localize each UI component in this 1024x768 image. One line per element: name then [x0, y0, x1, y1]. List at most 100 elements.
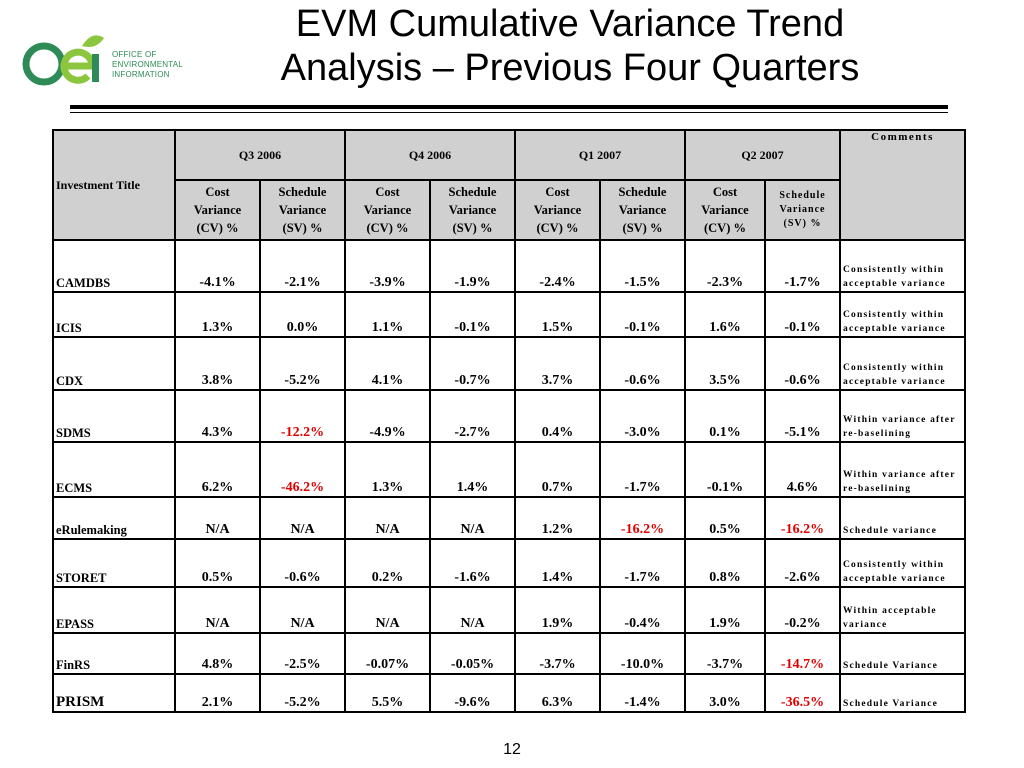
table-row: PRISM 2.1% -5.2% 5.5% -9.6% 6.3% -1.4% 3…: [52, 673, 966, 713]
comment-cell: Consistently within acceptable variance: [839, 538, 966, 588]
variance-cell: N/A: [429, 586, 516, 634]
variance-cell: N/A: [344, 496, 431, 540]
table-row: ICIS 1.3% 0.0% 1.1% -0.1% 1.5% -0.1% 1.6…: [52, 291, 966, 338]
comments-header: Comments: [839, 129, 966, 241]
variance-cell: -16.2%: [599, 496, 686, 540]
slide-title: EVM Cumulative Variance Trend Analysis –…: [200, 2, 940, 90]
variance-cell: -2.3%: [684, 239, 766, 293]
table-row: EPASS N/A N/A N/A N/A 1.9% -0.4% 1.9% -0…: [52, 586, 966, 634]
variance-cell: 4.3%: [174, 389, 261, 443]
table-row: SDMS 4.3% -12.2% -4.9% -2.7% 0.4% -3.0% …: [52, 389, 966, 443]
variance-cell: 1.5%: [514, 291, 601, 338]
variance-cell: -1.9%: [429, 239, 516, 293]
comment-cell: Schedule Variance: [839, 632, 966, 675]
evm-variance-table: Investment Title Q3 2006 Q4 2006 Q1 2007…: [52, 129, 966, 713]
table-row: STORET 0.5% -0.6% 0.2% -1.6% 1.4% -1.7% …: [52, 538, 966, 588]
variance-cell: -2.7%: [429, 389, 516, 443]
variance-cell: -14.7%: [764, 632, 841, 675]
variance-cell: 4.1%: [344, 336, 431, 391]
sv-header: Schedule Variance (SV) %: [764, 179, 841, 241]
variance-cell: 0.5%: [174, 538, 261, 588]
quarter-header: Q2 2007: [684, 129, 841, 181]
variance-cell: -2.5%: [259, 632, 346, 675]
comment-cell: Within variance after re-baselining: [839, 441, 966, 498]
investment-name: EPASS: [52, 586, 176, 634]
cv-header: Cost Variance (CV) %: [684, 179, 766, 241]
variance-cell: 1.3%: [174, 291, 261, 338]
variance-cell: N/A: [259, 496, 346, 540]
investment-name: ECMS: [52, 441, 176, 498]
variance-cell: -5.1%: [764, 389, 841, 443]
variance-cell: -5.2%: [259, 673, 346, 713]
investment-name: FinRS: [52, 632, 176, 675]
variance-cell: 0.2%: [344, 538, 431, 588]
comment-cell: Schedule Variance: [839, 673, 966, 713]
variance-cell: -16.2%: [764, 496, 841, 540]
variance-cell: -0.6%: [764, 336, 841, 391]
variance-cell: -2.6%: [764, 538, 841, 588]
variance-cell: N/A: [259, 586, 346, 634]
variance-cell: 0.0%: [259, 291, 346, 338]
investment-name: ICIS: [52, 291, 176, 338]
variance-cell: -0.7%: [429, 336, 516, 391]
variance-cell: 0.7%: [514, 441, 601, 498]
sv-header: Schedule Variance (SV) %: [429, 179, 516, 241]
investment-name: SDMS: [52, 389, 176, 443]
variance-cell: -0.1%: [429, 291, 516, 338]
cv-header: Cost Variance (CV) %: [344, 179, 431, 241]
variance-cell: 0.8%: [684, 538, 766, 588]
sv-header: Schedule Variance (SV) %: [259, 179, 346, 241]
variance-cell: -4.1%: [174, 239, 261, 293]
variance-cell: 0.4%: [514, 389, 601, 443]
header-row-quarters: Investment Title Q3 2006 Q4 2006 Q1 2007…: [52, 129, 966, 241]
variance-cell: -0.07%: [344, 632, 431, 675]
comment-cell: Within variance after re-baselining: [839, 389, 966, 443]
variance-cell: 3.5%: [684, 336, 766, 391]
variance-cell: 2.1%: [174, 673, 261, 713]
variance-cell: 6.3%: [514, 673, 601, 713]
variance-cell: 4.6%: [764, 441, 841, 498]
title-rule-thin: [70, 112, 948, 113]
variance-cell: -10.0%: [599, 632, 686, 675]
variance-cell: -1.7%: [764, 239, 841, 293]
variance-cell: -46.2%: [259, 441, 346, 498]
variance-cell: N/A: [429, 496, 516, 540]
variance-cell: -0.1%: [599, 291, 686, 338]
variance-cell: 3.0%: [684, 673, 766, 713]
variance-cell: -1.7%: [599, 441, 686, 498]
variance-cell: 3.8%: [174, 336, 261, 391]
variance-cell: N/A: [174, 496, 261, 540]
comment-cell: Consistently within acceptable variance: [839, 291, 966, 338]
oei-logo-mark-icon: [22, 35, 104, 86]
variance-cell: 1.4%: [429, 441, 516, 498]
variance-cell: -2.1%: [259, 239, 346, 293]
variance-cell: -0.6%: [259, 538, 346, 588]
investment-name: PRISM: [52, 673, 176, 713]
variance-cell: -1.4%: [599, 673, 686, 713]
variance-cell: 0.1%: [684, 389, 766, 443]
quarter-header: Q1 2007: [514, 129, 686, 181]
variance-cell: -36.5%: [764, 673, 841, 713]
investment-name: CAMDBS: [52, 239, 176, 293]
variance-cell: 1.9%: [514, 586, 601, 634]
variance-cell: 1.9%: [684, 586, 766, 634]
variance-cell: -4.9%: [344, 389, 431, 443]
comment-cell: Schedule variance: [839, 496, 966, 540]
sv-header: Schedule Variance (SV) %: [599, 179, 686, 241]
investment-title-header: Investment Title: [52, 129, 176, 241]
quarter-header: Q3 2006: [174, 129, 346, 181]
variance-cell: -0.6%: [599, 336, 686, 391]
title-line-1: EVM Cumulative Variance Trend: [295, 3, 845, 45]
variance-cell: -2.4%: [514, 239, 601, 293]
title-rule-thick: [70, 105, 948, 109]
comment-cell: Within acceptable variance: [839, 586, 966, 634]
variance-cell: -1.5%: [599, 239, 686, 293]
investment-name: CDX: [52, 336, 176, 391]
variance-cell: 3.7%: [514, 336, 601, 391]
variance-cell: -12.2%: [259, 389, 346, 443]
table-row: CAMDBS -4.1% -2.1% -3.9% -1.9% -2.4% -1.…: [52, 239, 966, 293]
variance-cell: -1.6%: [429, 538, 516, 588]
oei-logo: OFFICE OF ENVIRONMENTAL INFORMATION: [22, 28, 192, 98]
variance-cell: -0.1%: [764, 291, 841, 338]
variance-cell: -3.9%: [344, 239, 431, 293]
